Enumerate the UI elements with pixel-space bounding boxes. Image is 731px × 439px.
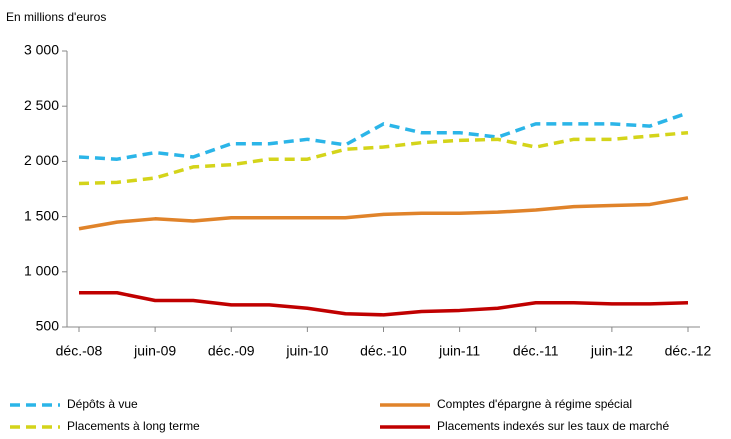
series-line (78, 196, 689, 231)
series-line (78, 130, 689, 186)
x-tick-label: juin-12 (590, 343, 633, 359)
y-tick-label: 500 (36, 318, 60, 334)
y-tick-label: 2 000 (24, 152, 59, 168)
x-tick-label: juin-09 (133, 343, 176, 359)
y-tick-label: 1 000 (24, 263, 59, 279)
x-tick-label: juin-11 (438, 343, 480, 359)
y-tick-label: 3 000 (24, 42, 59, 58)
series-line (78, 111, 689, 161)
legend-label: Dépôts à vue (67, 397, 138, 411)
legend-label: Comptes d'épargne à régime spécial (437, 397, 632, 411)
x-tick-label: déc.-08 (56, 343, 103, 359)
legend-label: Placements à long terme (67, 419, 200, 433)
series-line (79, 291, 689, 317)
y-tick-label: 2 500 (24, 97, 59, 113)
x-tick-label: déc.-12 (665, 343, 712, 359)
legend-label: Placements indexés sur les taux de march… (437, 419, 669, 433)
x-tick-label: déc.-10 (360, 343, 407, 359)
x-tick-label: déc.-11 (513, 343, 559, 359)
x-tick-label: juin-10 (285, 343, 328, 359)
x-tick-label: déc.-09 (208, 343, 255, 359)
y-tick-label: 1 500 (24, 207, 59, 223)
unit-label: En millions d'euros (6, 10, 106, 24)
